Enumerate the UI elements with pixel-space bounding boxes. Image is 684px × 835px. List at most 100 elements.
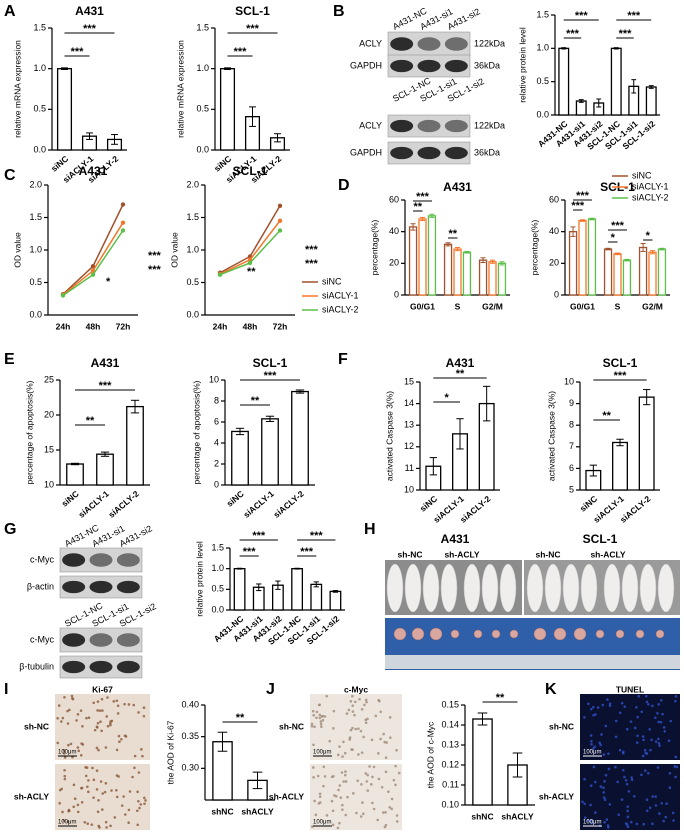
mouse [603,563,621,613]
point [120,228,126,233]
cell [83,820,87,824]
cell [133,766,136,770]
cell [104,746,108,749]
tumor [655,629,665,639]
cell [675,765,679,769]
cell [603,779,606,783]
y-axis-label: relative protein level [517,27,527,103]
x-tick-label: siNC [224,489,245,509]
cell [583,716,586,719]
cell [643,748,647,752]
bar [427,215,437,296]
cell [604,724,608,728]
cell [360,708,364,711]
blot-band [116,553,140,567]
chart-title: SCL-1 [253,356,288,370]
cell [674,775,677,779]
blot-band [390,119,414,133]
cell [333,794,336,797]
significance-label: ** [448,228,457,240]
scale-label: 100μm [313,820,331,826]
y-tick-label: 60 [549,194,559,204]
x-tick-label: siACLY-2 [271,488,306,519]
cell [345,712,349,715]
bar [66,463,84,486]
x-tick-label: shACLY [241,806,274,816]
cell [657,737,660,741]
blot-size: 36kDa [474,60,500,70]
significance-label: *** [571,200,585,212]
cell [378,699,381,703]
scale-label: 100μm [583,750,601,756]
blot-band [62,633,86,647]
significance-label: *** [566,28,580,40]
blot-row-label: ACLY [359,120,382,130]
blot-row-label: GAPDH [350,60,382,70]
cell [674,755,678,759]
y-axis-label: percentage(%) [369,219,379,275]
y-tick-label: 1.0 [211,563,224,573]
cell [73,797,77,801]
cell [143,796,146,800]
line [62,204,124,295]
blot-band [62,553,86,567]
cell [395,814,399,817]
cell [600,733,603,736]
cell [640,710,644,714]
y-tick-label: 10 [209,374,219,384]
y-tick-label: 60 [389,194,399,204]
x-tick-label: 24h [56,321,71,331]
cell [355,811,358,815]
chart-title: A431 [79,164,108,178]
cell [75,719,78,722]
stain-image [310,764,402,830]
cell [674,695,678,698]
tumor [411,627,425,641]
y-tick-label: 1.5 [186,212,199,222]
cell [330,799,334,803]
legend-label: siACLY-1 [322,290,359,300]
cell [382,732,385,736]
cell [654,740,658,743]
cell [351,726,354,730]
bar [638,246,648,296]
cell [63,696,66,699]
cell [322,784,325,788]
significance-label: *** [305,258,319,270]
significance-label: ** [247,266,256,278]
cell [66,820,70,824]
y-tick-label: 0.14 [441,719,459,729]
significance-label: * [646,230,651,242]
cell [662,819,665,823]
cell [120,804,124,807]
y-axis-label: percentage of apoptosis(%) [24,380,34,484]
xenograft-group: sh-NC [397,549,422,559]
cell [315,716,318,720]
cell [315,710,319,714]
cell [61,810,64,814]
cell [625,727,629,731]
cell [325,694,329,698]
bar [612,441,628,491]
bar [603,248,613,296]
y-axis-label: relative protein level [194,541,204,617]
cell [357,727,360,730]
significance-label: *** [148,250,162,262]
cell [90,823,94,826]
cell [95,746,99,750]
point [277,218,283,223]
cell [317,703,321,707]
cell [115,795,119,799]
cell [377,752,380,755]
cell [658,812,661,815]
cell [356,779,360,783]
cell [656,766,660,769]
cell [337,788,340,792]
cell [62,819,66,822]
cell [636,715,639,719]
cell [76,803,80,807]
cell [660,801,664,805]
cell [77,749,81,753]
chart-title: A431 [75,4,104,18]
mouse [463,563,481,613]
